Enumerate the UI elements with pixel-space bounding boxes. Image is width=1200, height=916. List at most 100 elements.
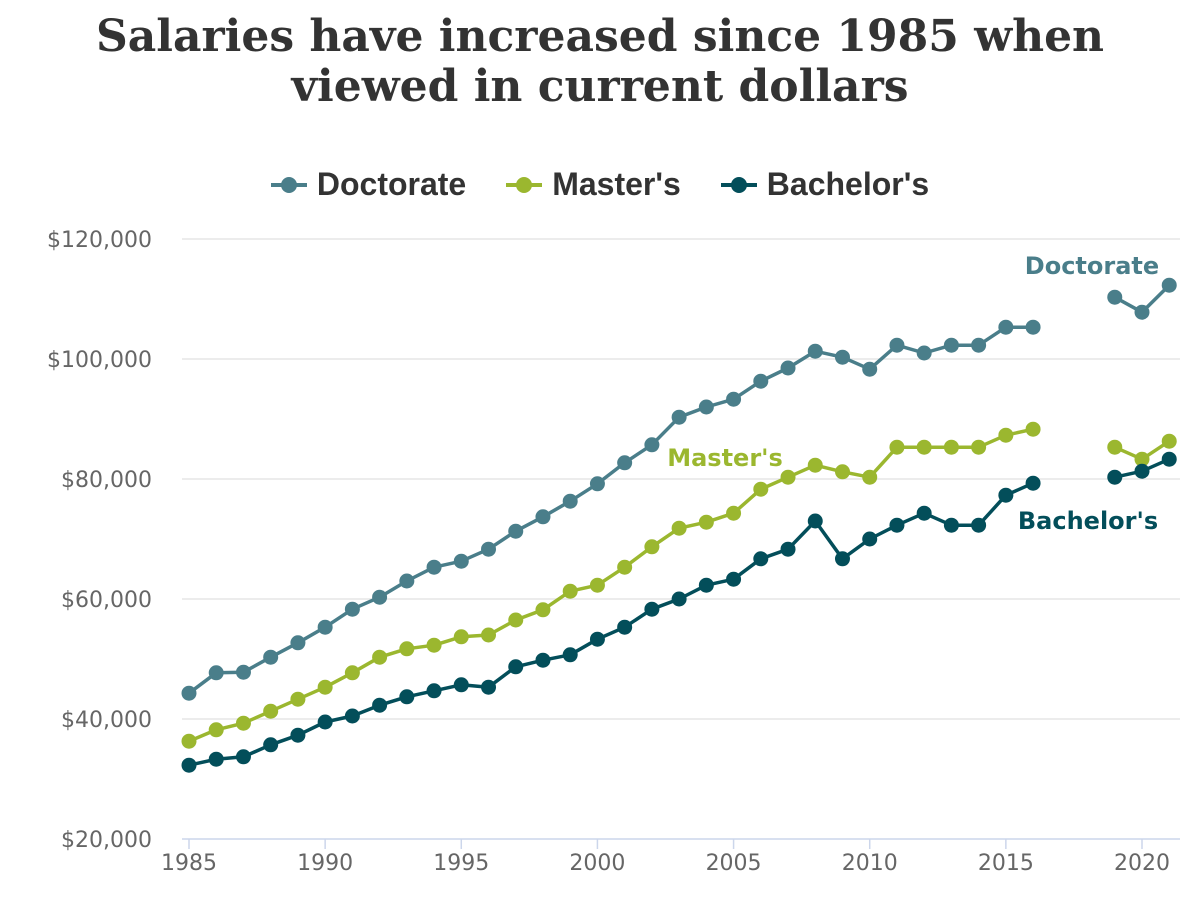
x-tick-label: 1990 — [297, 851, 353, 876]
y-tick-label: $120,000 — [47, 228, 152, 253]
data-point — [889, 439, 905, 455]
data-point — [971, 517, 987, 533]
data-point — [181, 757, 197, 773]
data-point — [317, 679, 333, 695]
data-point — [834, 551, 850, 567]
data-point — [535, 509, 551, 525]
data-point — [453, 553, 469, 569]
data-point — [1107, 289, 1123, 305]
data-point — [481, 627, 497, 643]
data-point — [317, 619, 333, 635]
data-point — [208, 722, 224, 738]
data-point — [617, 619, 633, 635]
data-point — [698, 514, 714, 530]
x-tick-label: 1995 — [433, 851, 489, 876]
data-point — [1134, 463, 1150, 479]
data-point — [208, 751, 224, 767]
data-point — [453, 677, 469, 693]
data-point — [535, 652, 551, 668]
data-point — [290, 727, 306, 743]
data-point — [889, 517, 905, 533]
legend-label: Master's — [552, 166, 681, 202]
data-point — [290, 635, 306, 651]
data-point — [1107, 439, 1123, 455]
data-point — [671, 520, 687, 536]
data-point — [998, 427, 1014, 443]
data-point — [916, 439, 932, 455]
data-point — [399, 641, 415, 657]
data-point — [617, 559, 633, 575]
data-point — [753, 551, 769, 567]
data-point — [834, 349, 850, 365]
data-point — [263, 703, 279, 719]
legend-item-masters[interactable]: Master's — [506, 166, 681, 203]
data-point — [235, 715, 251, 731]
data-point — [508, 612, 524, 628]
data-point — [916, 345, 932, 361]
data-point — [344, 708, 360, 724]
x-tick-label: 2005 — [706, 851, 762, 876]
x-tick-label: 2010 — [842, 851, 898, 876]
data-point — [807, 343, 823, 359]
legend-label: Bachelor's — [766, 166, 930, 202]
data-point — [426, 559, 442, 575]
series-line-0 — [187, 325, 1034, 695]
data-point — [998, 487, 1014, 503]
data-point — [1025, 421, 1041, 437]
data-point — [644, 539, 660, 555]
data-point — [481, 541, 497, 557]
chart-title-line-1: Salaries have increased since 1985 when — [95, 11, 1105, 62]
data-point — [508, 523, 524, 539]
data-point — [317, 714, 333, 730]
data-point — [998, 319, 1014, 335]
y-tick-label: $80,000 — [61, 468, 152, 493]
data-point — [753, 481, 769, 497]
data-point — [181, 733, 197, 749]
legend-marker-icon — [506, 167, 543, 203]
data-point — [1161, 451, 1177, 467]
data-point — [671, 591, 687, 607]
data-point — [1025, 475, 1041, 491]
x-tick-label: 2020 — [1114, 851, 1170, 876]
series-line-2 — [188, 481, 1034, 767]
data-point — [943, 517, 959, 533]
y-tick-label: $60,000 — [61, 588, 152, 613]
data-point — [562, 647, 578, 663]
x-tick-label: 2015 — [978, 851, 1034, 876]
data-point — [1025, 319, 1041, 335]
series-annotation-label: Master's — [667, 444, 783, 472]
data-point — [1134, 304, 1150, 320]
data-point — [862, 361, 878, 377]
data-point — [862, 531, 878, 547]
data-point — [208, 665, 224, 681]
data-point — [344, 665, 360, 681]
legend-marker-icon — [270, 167, 307, 203]
data-point — [589, 476, 605, 492]
data-point — [589, 577, 605, 593]
data-point — [372, 649, 388, 665]
data-point — [834, 464, 850, 480]
data-point — [780, 469, 796, 485]
data-point — [481, 679, 497, 695]
data-point — [862, 469, 878, 485]
data-point — [1161, 433, 1177, 449]
y-tick-label: $100,000 — [47, 348, 152, 373]
data-point — [263, 649, 279, 665]
data-point — [589, 631, 605, 647]
data-point — [426, 683, 442, 699]
x-tick-label: 1985 — [161, 851, 217, 876]
legend-item-bachelors[interactable]: Bachelor's — [720, 166, 930, 203]
data-point — [943, 337, 959, 353]
data-point — [644, 601, 660, 617]
chart-title: Salaries have increased since 1985 when … — [0, 12, 1200, 112]
data-point — [508, 659, 524, 675]
legend-item-doctorate[interactable]: Doctorate — [270, 166, 466, 203]
series-annotation-label: Doctorate — [1025, 252, 1159, 280]
data-point — [535, 602, 551, 618]
data-point — [344, 601, 360, 617]
data-point — [372, 697, 388, 713]
series-line-1 — [188, 427, 1034, 743]
data-point — [290, 691, 306, 707]
data-point — [753, 373, 769, 389]
